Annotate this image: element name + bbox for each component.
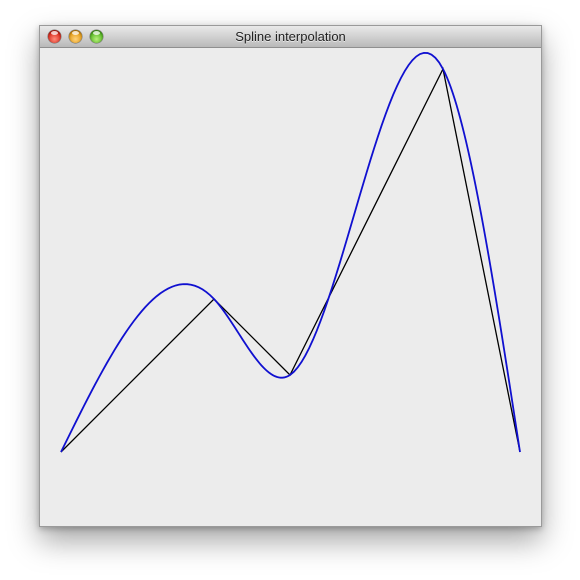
control-point-5[interactable] — [517, 449, 523, 455]
control-point-3[interactable] — [287, 372, 293, 378]
canvas-area — [40, 48, 541, 526]
window-title: Spline interpolation — [235, 29, 346, 44]
spline-plot — [58, 51, 523, 455]
control-point-2[interactable] — [211, 296, 217, 302]
control-point-4[interactable] — [440, 66, 446, 72]
control-point-1[interactable] — [58, 449, 64, 455]
control-polyline — [60, 67, 521, 453]
minimize-button[interactable] — [69, 30, 82, 43]
zoom-button[interactable] — [90, 30, 103, 43]
spline-curve — [60, 51, 521, 453]
app-window: Spline interpolation — [39, 25, 542, 527]
title-bar[interactable]: Spline interpolation — [40, 26, 541, 48]
close-button[interactable] — [48, 30, 61, 43]
